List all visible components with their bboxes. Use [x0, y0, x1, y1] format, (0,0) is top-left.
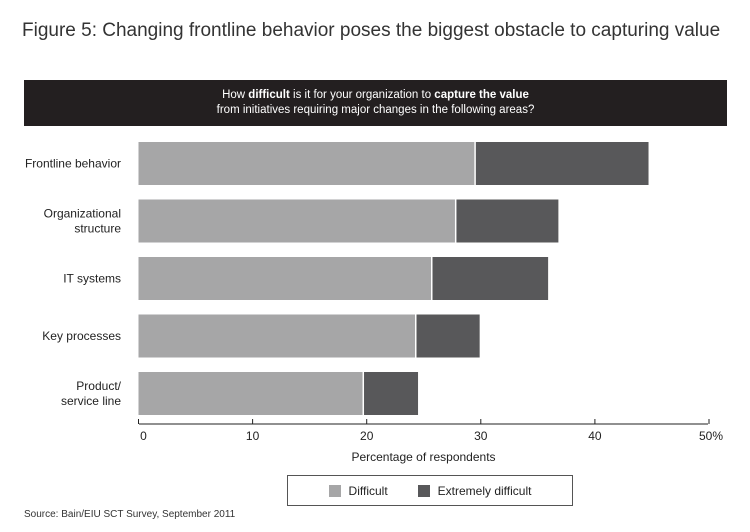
bar-difficult-2 — [138, 257, 432, 300]
x-tick-label: 20 — [360, 429, 374, 443]
category-label: Organizational structure — [44, 207, 122, 236]
question-banner: How difficult is it for your organizatio… — [24, 80, 727, 126]
category-label: Product/service line — [61, 379, 122, 408]
legend-swatch-difficult — [328, 484, 341, 497]
x-tick-label: 10 — [246, 429, 260, 443]
question-emphasis: difficult — [248, 89, 290, 101]
question-line-2: from initiatives requiring major changes… — [216, 104, 535, 116]
legend-item-difficult: Difficult — [328, 483, 388, 498]
x-tick-label: 30 — [474, 429, 488, 443]
category-label: IT systems — [63, 272, 121, 286]
question-emphasis: capture the value — [434, 89, 529, 101]
x-axis-title: Percentage of respondents — [351, 450, 495, 464]
category-label-line: IT systems — [63, 272, 121, 286]
bar-difficult-4 — [138, 372, 364, 415]
question-text: How — [222, 89, 249, 101]
category-label: Key processes — [42, 329, 121, 343]
figure-title: Figure 5: Changing frontline behavior po… — [22, 20, 721, 41]
legend-swatch-extremely-difficult — [417, 484, 430, 497]
source-note: Source: Bain/EIU SCT Survey, September 2… — [24, 509, 236, 520]
legend-label-difficult: Difficult — [348, 483, 388, 498]
bar-difficult-3 — [138, 314, 416, 358]
bar-extremely-difficult-3 — [415, 314, 480, 358]
legend-item-extremely-difficult: Extremely difficult — [417, 483, 532, 498]
bar-extremely-difficult-4 — [363, 372, 419, 415]
category-label-line: Key processes — [42, 329, 121, 343]
bar-extremely-difficult-1 — [455, 199, 559, 243]
category-label-line: Organizational — [44, 207, 121, 221]
bar-extremely-difficult-2 — [431, 257, 549, 300]
category-label-line: service line — [61, 394, 121, 408]
question-line-1: How difficult is it for your organizatio… — [24, 88, 727, 103]
legend-label-extremely-difficult: Extremely difficult — [437, 483, 532, 498]
chart-legend: Difficult Extremely difficult — [287, 475, 573, 506]
question-text: is it for your organization to — [289, 89, 435, 101]
x-tick-label: 50% — [699, 429, 723, 443]
x-tick-label: 40 — [588, 429, 602, 443]
category-label-line: structure — [74, 222, 121, 236]
category-label: Frontline behavior — [25, 157, 121, 171]
category-label-line: Frontline behavior — [25, 157, 121, 171]
bar-extremely-difficult-0 — [475, 142, 649, 185]
bar-difficult-0 — [138, 142, 476, 185]
category-label-line: Product/ — [76, 379, 121, 393]
x-tick-label: 0 — [140, 429, 147, 443]
bar-difficult-1 — [138, 199, 456, 243]
